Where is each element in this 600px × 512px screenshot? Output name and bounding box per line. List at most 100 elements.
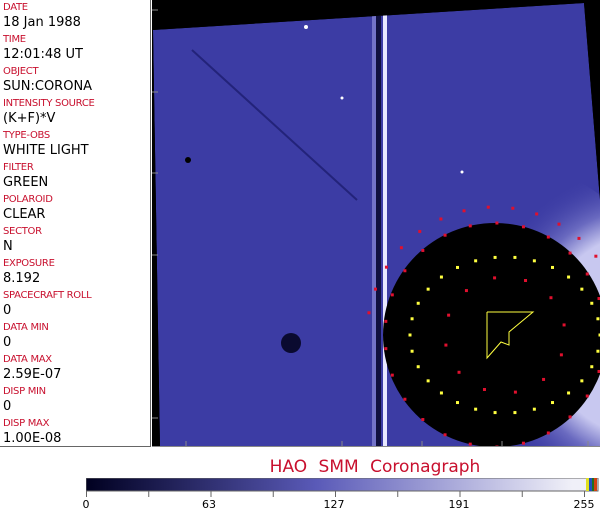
marker-dot: [511, 206, 515, 210]
marker-dot: [444, 343, 448, 347]
marker-dot: [456, 401, 459, 405]
info-value: CLEAR: [3, 207, 46, 222]
frame-ticks: [152, 9, 589, 447]
position-markers: [367, 205, 600, 447]
info-label: POLAROID: [3, 194, 53, 205]
marker-dot: [384, 347, 388, 351]
info-value: 0: [3, 335, 12, 350]
marker-dot: [421, 248, 425, 252]
marker-dot: [421, 418, 425, 422]
colorbar-tick-label: 191: [448, 498, 470, 511]
marker-dot: [596, 317, 600, 321]
marker-dot: [474, 407, 478, 411]
marker-dot: [542, 377, 546, 381]
marker-dot: [597, 297, 600, 301]
marker-dot: [443, 233, 447, 237]
info-label: SECTOR: [3, 226, 42, 237]
info-value: 8.192: [3, 271, 41, 286]
marker-dot: [426, 379, 430, 383]
info-label: DISP MAX: [3, 418, 50, 429]
colorbar-tick-label: 255: [573, 498, 595, 511]
plot-title: HAO SMM Coronagraph: [269, 457, 481, 477]
info-value: SUN:CORONA: [3, 79, 93, 94]
marker-dot: [439, 275, 443, 279]
marker-dot: [493, 411, 497, 415]
marker-dot: [549, 296, 553, 300]
marker-dot: [493, 276, 497, 280]
marker-dot: [524, 278, 528, 282]
marker-dot: [468, 224, 472, 228]
info-value: GREEN: [3, 175, 49, 190]
info-label: DISP MIN: [3, 386, 46, 397]
marker-dot: [456, 265, 459, 269]
marker-dot: [482, 388, 486, 392]
marker-dot: [585, 394, 589, 398]
colorbar: [86, 478, 599, 497]
marker-dot: [594, 254, 598, 258]
marker-dot: [374, 287, 378, 291]
marker-dot: [384, 265, 388, 269]
marker-dot: [439, 217, 443, 221]
diagonal-streak: [191, 49, 358, 201]
marker-dot: [390, 293, 394, 297]
marker-dot: [532, 259, 536, 263]
marker-dot: [546, 235, 550, 239]
marker-dot: [410, 317, 414, 321]
marker-dot: [559, 353, 563, 357]
marker-dot: [443, 433, 447, 437]
marker-dot: [495, 221, 499, 225]
marker-dot: [493, 255, 497, 259]
marker-dot: [462, 209, 466, 213]
info-label: TIME: [3, 34, 26, 45]
occulter-disk: [383, 223, 600, 447]
marker-dot: [416, 365, 420, 369]
marker-dot: [590, 301, 594, 305]
marker-dot: [513, 255, 517, 259]
marker-dot: [521, 225, 525, 229]
info-label: SPACECRAFT ROLL: [3, 290, 92, 301]
marker-dot: [367, 311, 371, 315]
info-label: DATA MIN: [3, 322, 49, 333]
info-value: 0: [3, 303, 12, 318]
marker-dot: [408, 333, 412, 337]
marker-dot: [567, 275, 571, 279]
marker-dot: [580, 287, 584, 291]
marker-dot: [546, 431, 550, 435]
marker-dot: [426, 287, 430, 291]
info-label: INTENSITY SOURCE: [3, 98, 95, 109]
colorbar-tick-label: 0: [82, 498, 90, 511]
marker-dot: [418, 229, 422, 233]
info-value: 18 Jan 1988: [3, 15, 81, 30]
marker-dot: [474, 259, 478, 263]
pointer-triangle: [486, 311, 535, 360]
info-label: EXPOSURE: [3, 258, 55, 269]
marker-dot: [447, 313, 451, 317]
marker-dot: [513, 411, 517, 415]
marker-dot: [521, 441, 525, 445]
marker-dot: [513, 390, 517, 394]
marker-dot: [384, 319, 388, 323]
marker-dot: [403, 397, 407, 401]
info-value: 1.00E-08: [3, 431, 62, 446]
marker-dot: [486, 205, 490, 209]
marker-dot: [464, 289, 468, 293]
marker-dot: [532, 407, 536, 411]
info-label: DATA MAX: [3, 354, 52, 365]
marker-dot: [410, 349, 414, 353]
marker-dot: [457, 370, 461, 374]
info-value: 12:01:48 UT: [3, 47, 83, 62]
colorbar-tick-label: 127: [323, 498, 345, 511]
marker-dot: [403, 269, 407, 273]
marker-dot: [590, 365, 594, 369]
info-value: N: [3, 239, 13, 254]
colorbar-gradient: [86, 478, 599, 492]
marker-dot: [551, 401, 554, 405]
header-info-panel: DATE 18 Jan 1988 TIME 12:01:48 UT OBJECT SUN:…: [0, 0, 151, 447]
marker-dot: [585, 272, 589, 276]
marker-dot: [557, 222, 561, 226]
marker-dot: [568, 251, 572, 255]
marker-dot: [596, 349, 600, 353]
marker-dot: [598, 333, 600, 337]
marker-dot: [399, 246, 403, 250]
marker-dot: [468, 442, 472, 446]
